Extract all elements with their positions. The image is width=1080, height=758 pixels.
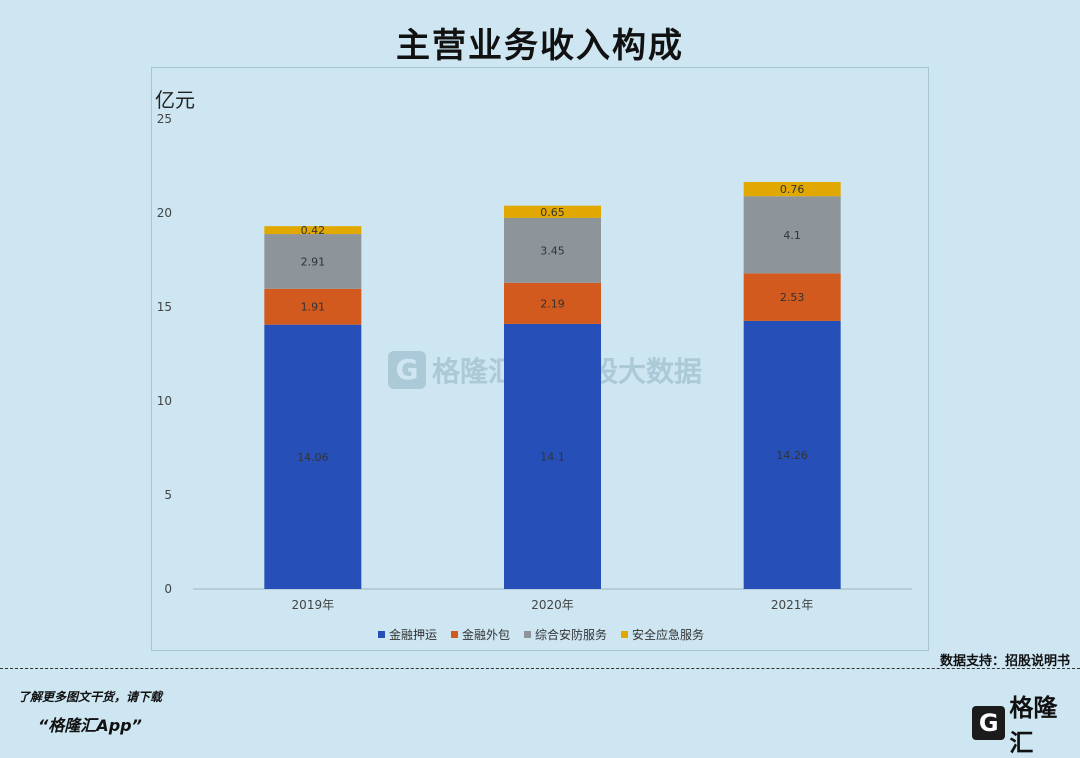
bar-segment [264, 226, 362, 235]
legend-item: 综合安防服务 [524, 626, 607, 643]
data-label: 1.91 [301, 301, 326, 314]
legend-item: 金融押运 [378, 626, 437, 643]
brand-logo-icon: G [972, 706, 1006, 740]
data-label: 0.42 [301, 224, 326, 237]
legend-label: 安全应急服务 [632, 628, 705, 642]
data-label: 14.06 [297, 451, 329, 464]
data-label: 2.19 [540, 297, 565, 310]
bar-segment [504, 323, 601, 589]
data-label: 14.1 [540, 450, 565, 463]
footer-text: 了解更多图文干货，请下载 [18, 690, 163, 704]
data-label: 2.91 [301, 255, 326, 268]
legend-item: 金融外包 [451, 626, 510, 643]
legend-label: 金融外包 [462, 628, 511, 642]
bar-segment [743, 273, 841, 321]
data-label: 0.76 [780, 183, 805, 196]
legend: 金融押运 金融外包 综合安防服务 安全应急服务 [378, 626, 704, 643]
x-tick-label: 2019年 [292, 598, 335, 612]
bar-segment [743, 196, 841, 274]
bar-segment [504, 217, 601, 283]
legend-swatch [451, 631, 459, 638]
data-label: 4.1 [783, 229, 801, 242]
bar-segment [504, 205, 601, 218]
legend-swatch [378, 631, 385, 638]
data-label: 2.53 [780, 291, 805, 304]
y-tick-label: 10 [157, 394, 172, 408]
y-axis-unit: 亿元 [155, 88, 195, 112]
bar-segment [504, 282, 601, 324]
bar-segment [264, 288, 362, 325]
legend-swatch [621, 631, 629, 638]
data-label: 14.26 [776, 449, 808, 462]
footer-app-name: “格隆汇App” [38, 716, 142, 735]
y-tick-label: 25 [157, 112, 172, 126]
bar-segment [743, 181, 841, 197]
chart-title: 主营业务收入构成 [396, 26, 684, 66]
data-label: 0.65 [540, 206, 565, 219]
bar-segment [264, 234, 362, 289]
y-tick-label: 20 [157, 206, 172, 220]
brand: G 格隆汇 [972, 688, 1080, 758]
x-tick-label: 2020年 [531, 598, 574, 612]
legend-label: 金融押运 [389, 628, 438, 642]
legend-item: 安全应急服务 [621, 626, 704, 643]
x-tick-label: 2021年 [771, 598, 814, 612]
data-label: 3.45 [540, 244, 565, 257]
brand-name: 格隆汇 [1009, 694, 1058, 757]
divider [0, 668, 1080, 669]
legend-label: 综合安防服务 [535, 628, 608, 642]
source-note: 数据支持：招股说明书 [939, 654, 1070, 669]
y-tick-label: 15 [157, 300, 172, 314]
bar-segment [743, 320, 841, 589]
legend-swatch [524, 631, 532, 638]
bar-segment [264, 324, 362, 589]
y-tick-label: 0 [164, 582, 172, 596]
y-tick-label: 5 [164, 488, 172, 502]
